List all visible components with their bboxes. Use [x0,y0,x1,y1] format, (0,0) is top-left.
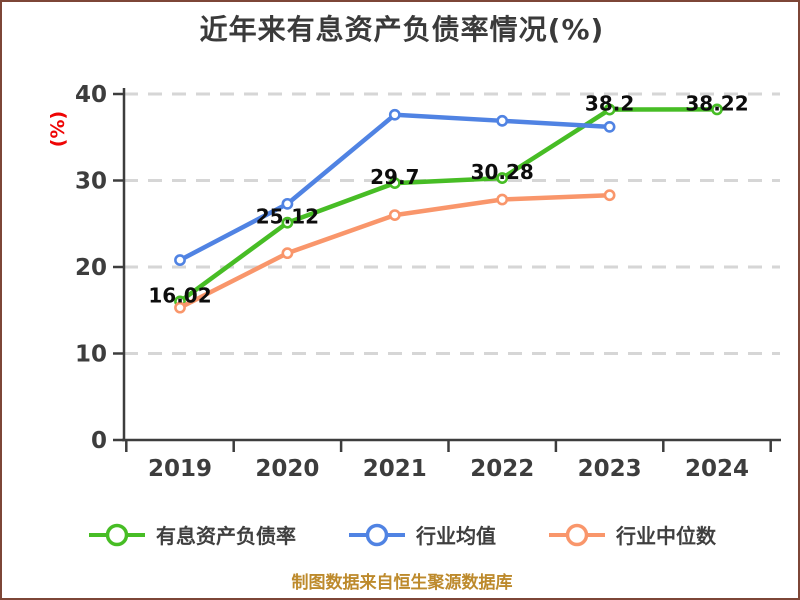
data-point-marker [281,197,294,210]
data-point-marker [603,103,616,116]
legend-item-series-2: 行业中位数 [548,520,716,549]
x-tick-label: 2022 [470,456,534,482]
legend-line-circle-icon [89,523,145,546]
legend: 有息资产负债率 行业均值 行业中位数 [2,520,798,549]
legend-item-series-1: 行业均值 [348,520,496,549]
y-tick-label: 10 [75,342,107,368]
data-point-marker [388,177,401,189]
y-tick-label: 0 [91,428,107,454]
data-point-marker [281,247,294,260]
x-tick-label: 2023 [578,456,642,482]
legend-label: 行业中位数 [616,524,716,548]
data-point-label: 38.2 [585,92,634,116]
data-point-marker [496,172,509,184]
data-point-marker [388,108,401,121]
data-point-marker [281,216,294,229]
data-point-label: 25.12 [256,205,319,229]
data-point-label: 29.7 [370,165,419,189]
data-point-marker [174,254,186,266]
x-tick-label: 2020 [255,456,319,482]
data-point-marker [174,301,186,314]
x-tick-label: 2019 [148,456,212,482]
data-point-marker [496,114,509,127]
data-point-marker [603,120,616,133]
series-line-0 [177,107,720,304]
legend-label: 有息资产负债率 [156,524,296,548]
data-point-marker [603,189,616,202]
data-point-label: 38.22 [685,91,748,115]
data-point-marker [388,209,401,221]
data-point-label: 30.28 [471,160,534,184]
data-point-marker [496,193,509,206]
data-source-note: 制图数据来自恒生聚源数据库 [291,573,513,593]
y-tick-label: 30 [75,169,107,195]
legend-line-circle-icon [349,523,405,546]
x-tick-label: 2021 [363,456,427,482]
x-tick-label: 2024 [685,456,749,482]
legend-line-circle-icon [549,523,605,546]
data-point-label: 16.02 [148,283,211,307]
chart-title: 近年来有息资产负债率情况(%) [199,13,605,46]
y-tick-label: 20 [75,255,107,281]
legend-item-series-0: 有息资产负债率 [88,520,296,549]
data-point-marker [711,103,723,116]
y-tick-label: 40 [75,82,107,108]
legend-label: 行业均值 [416,524,496,548]
